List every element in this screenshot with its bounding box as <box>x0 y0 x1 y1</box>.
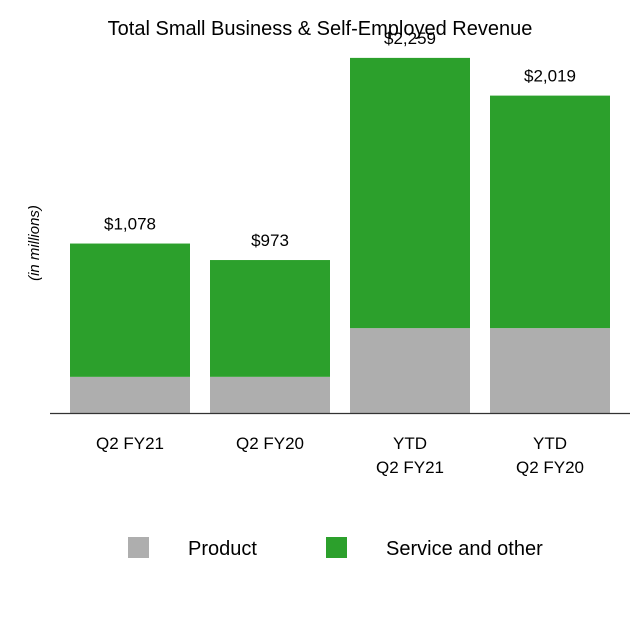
bars-layer <box>70 57 610 413</box>
legend-label-product: Product <box>188 538 257 560</box>
category-label-2-line-0: YTD <box>393 434 427 453</box>
bar-product-1 <box>210 376 330 413</box>
category-label-0: Q2 FY21 <box>96 434 164 453</box>
legend-swatch-product <box>128 537 149 558</box>
bar-total-label-3: $2,019 <box>524 67 576 86</box>
bar-total-label-0: $1,078 <box>104 215 156 234</box>
legend: Product Service and other <box>128 537 543 560</box>
bar-service-1 <box>210 260 330 377</box>
bar-service-0 <box>70 243 190 377</box>
bar-product-3 <box>490 328 610 413</box>
category-label-1: Q2 FY20 <box>236 434 304 453</box>
chart-title: Total Small Business & Self-Employed Rev… <box>108 18 533 40</box>
legend-swatch-service <box>326 537 347 558</box>
bar-service-2 <box>350 57 470 329</box>
category-label-3-line-0: YTD <box>533 434 567 453</box>
y-axis-label: (in millions) <box>26 205 43 281</box>
bar-product-2 <box>350 328 470 413</box>
category-label-3-line-1: Q2 FY20 <box>516 458 584 477</box>
labels-layer: $1,078 Q2 FY21 $973 Q2 FY20 $2,259 YTD Q2 FY21… <box>96 29 584 477</box>
bar-service-3 <box>490 95 610 329</box>
bar-total-label-2: $2,259 <box>384 29 436 48</box>
legend-label-service: Service and other <box>386 538 543 560</box>
bar-product-0 <box>70 376 190 413</box>
category-label-2-line-1: Q2 FY21 <box>376 458 444 477</box>
bar-total-label-1: $973 <box>251 231 289 250</box>
